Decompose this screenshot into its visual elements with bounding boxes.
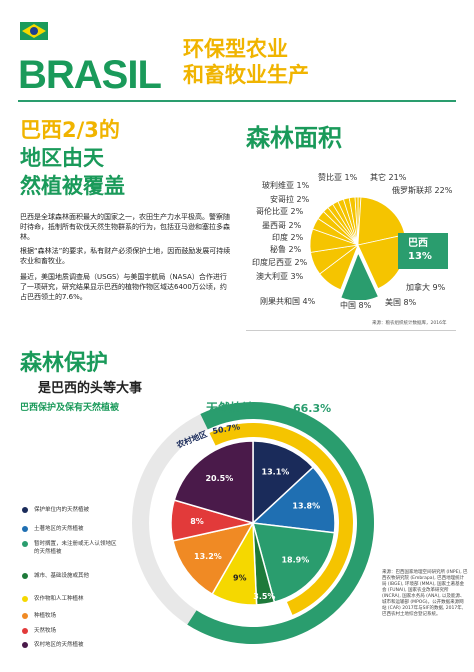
protection-source-note: 来源：巴西国家地理空间研究所 (INPE), 巴西农牧研究院 (Embrapa)… <box>382 570 468 617</box>
outer-ring-value: 66.3% <box>293 402 331 415</box>
donut-segment-0 <box>252 440 315 525</box>
pie-label-other: 其它 21% <box>370 173 407 182</box>
pie-label-australia: 澳大利亚 3% <box>256 272 304 281</box>
forest-source-note: 来源：粮农组织统计数据库，2016年 <box>372 321 447 326</box>
donut-segment-label: 13.1% <box>262 468 290 477</box>
paragraph-forest-law: 根据“森林法”的要求，私有财产必须保护土地，因而鼓励发展可持续农业和畜牧业。 <box>20 247 231 265</box>
pie-label-china: 中国 8% <box>340 301 372 310</box>
protection-caption: 巴西保护及保有天然植被 <box>20 403 120 413</box>
outer-ring-label: 天然植被 <box>206 400 255 415</box>
pie-label-zambia: 赞比亚 1% <box>318 173 358 182</box>
donut-segment-label: 9% <box>233 573 247 582</box>
header-divider <box>18 100 456 102</box>
pie-label-india: 印度 2% <box>272 233 304 242</box>
pie-slice-3 <box>340 251 379 300</box>
pie-label-congo: 刚果共和国 4% <box>260 297 316 306</box>
protection-title: 森林保护 <box>20 351 109 376</box>
paragraph-usgs-study: 最近，美国地质调查局（USGS）与美国宇航局（NASA）合作进行了一项研究，研究… <box>20 273 227 301</box>
pie-label-colombia: 哥伦比亚 2% <box>256 207 304 216</box>
donut-segment-label: 3.5% <box>253 592 275 601</box>
forest-area-title: 森林面积 <box>246 124 342 152</box>
pie-label-angola: 安哥拉 2% <box>270 195 310 204</box>
donut-segment-2 <box>251 522 336 604</box>
pie-label-mexico: 墨西哥 2% <box>262 221 302 230</box>
brazil-slice-label: 巴西 13% <box>398 233 448 269</box>
legend-item: 土著地区的天然植被 <box>22 524 84 532</box>
pie-slice-15 <box>354 196 359 246</box>
legend-item: 农村地区的天然植被 <box>22 640 84 648</box>
page-title: 环保型农业 和畜牧业生产 <box>183 37 309 87</box>
donut-segment-5 <box>172 521 255 596</box>
pie-label-peru: 秘鲁 2% <box>270 245 302 254</box>
section-divider <box>246 330 456 331</box>
brazil-flag-icon <box>20 22 48 40</box>
legend-item: 城市、基础设施或其他 <box>22 571 89 579</box>
donut-segment-label: 13.8% <box>292 502 320 511</box>
coverage-heading: 巴西2/3的 地区由天 然植被覆盖 <box>20 118 125 198</box>
legend-item: 暂时搁置，未注册或无人认领地区的天然植被 <box>22 540 120 556</box>
paragraph-intro: 巴西是全球森林面积最大的国家之一，农田生产力水平极高。警察随时待命，抵制所有砍伐… <box>20 213 230 241</box>
pie-label-canada: 加拿大 9% <box>406 283 446 292</box>
pie-label-russia: 俄罗斯联邦 22% <box>392 186 453 195</box>
donut-segment-7 <box>173 440 254 524</box>
pie-label-indonesia: 印度尼西亚 2% <box>252 258 308 267</box>
donut-segment-label: 20.5% <box>205 474 233 483</box>
outer-ring-natural-vegetation <box>187 402 375 644</box>
legend-item: 天然牧场 <box>22 626 56 634</box>
donut-segment-label: 13.2% <box>194 552 222 561</box>
donut-segment-1 <box>251 466 336 534</box>
legend-item: 农作物和人工种植林 <box>22 594 84 602</box>
donut-segment-label: 8% <box>190 517 204 526</box>
legend-item: 保护单位内的天然植被 <box>22 505 89 513</box>
brasil-logo: BRASIL <box>18 53 162 97</box>
forest-area-pie <box>309 196 407 300</box>
pie-slice-1 <box>357 196 406 246</box>
vegetation-donut-chart: 13.1% 13.8% 18.9% 3.5% 9% 13.2% 8% 20.5% 天然植被 6… <box>131 400 375 645</box>
legend-item: 种植牧场 <box>22 611 56 619</box>
donut-segment-label: 18.9% <box>281 556 309 565</box>
pie-label-usa: 美国 8% <box>385 298 417 307</box>
protection-subtitle: 是巴西的头等大事 <box>38 381 143 396</box>
pie-label-bolivia: 玻利维亚 1% <box>262 181 310 190</box>
